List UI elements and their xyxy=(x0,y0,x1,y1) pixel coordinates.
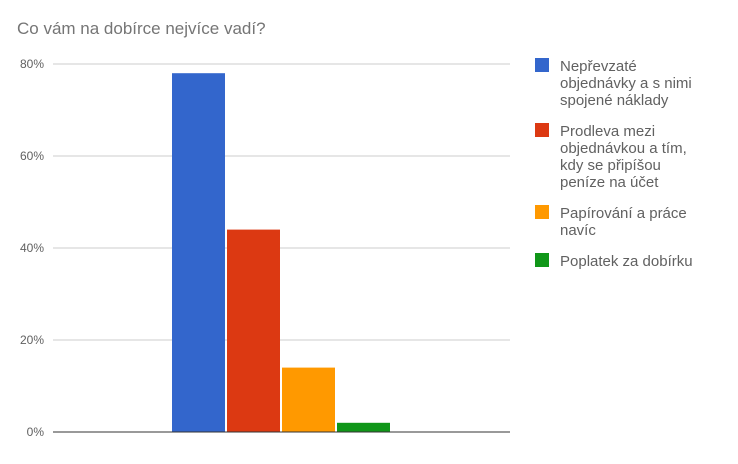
legend-swatch xyxy=(535,123,549,137)
legend-swatch xyxy=(535,253,549,267)
legend-label: spojené náklady xyxy=(560,92,669,109)
y-axis-tick-labels: 0% 20% 40% 60% 80% xyxy=(20,57,44,439)
legend-swatch xyxy=(535,205,549,219)
y-tick-label: 80% xyxy=(20,57,44,71)
grid-lines xyxy=(53,63,510,341)
bar xyxy=(172,73,225,432)
legend-label: Papírování a práce xyxy=(560,205,687,222)
legend-label: navíc xyxy=(560,222,596,239)
legend-label: Prodleva mezi xyxy=(560,123,655,140)
legend-label: objednávky a s nimi xyxy=(560,75,692,92)
y-tick-label: 0% xyxy=(27,425,45,439)
bar xyxy=(337,422,390,432)
legend-label: Nepřevzaté xyxy=(560,58,637,75)
legend-label: objednávkou a tím, xyxy=(560,140,687,157)
y-tick-label: 40% xyxy=(20,241,44,255)
bar xyxy=(282,367,335,432)
y-tick-label: 20% xyxy=(20,333,44,347)
legend-label: kdy se připíšou xyxy=(560,157,661,174)
chart-title: Co vám na dobírce nejvíce vadí? xyxy=(17,19,266,38)
y-tick-label: 60% xyxy=(20,149,44,163)
bars xyxy=(172,73,390,432)
legend-label: Poplatek za dobírku xyxy=(560,253,693,270)
legend-label: peníze na účet xyxy=(560,174,659,191)
legend-swatch xyxy=(535,58,549,72)
bar xyxy=(227,229,280,432)
